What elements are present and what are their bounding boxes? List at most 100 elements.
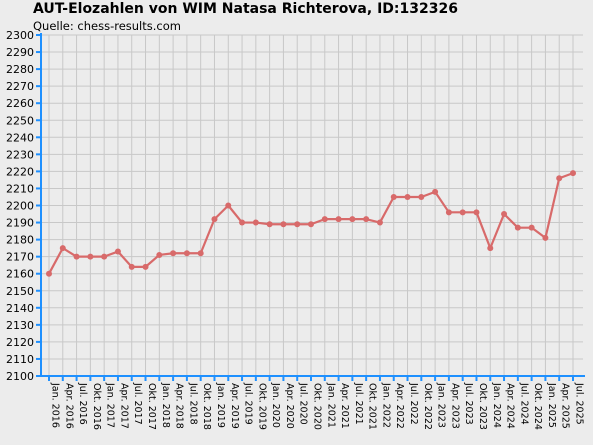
y-tick-label: 2290 [6,46,34,59]
y-tick-label: 2150 [6,285,34,298]
x-tick-label: Jul. 2021 [353,382,364,425]
data-point [473,209,480,216]
x-tick-label: Okt. 2018 [201,383,212,430]
x-tick-label: Jul. 2017 [132,382,143,425]
data-point [404,193,411,200]
x-tick-label: Jul. 2024 [518,382,529,425]
data-point [308,221,314,228]
y-tick-label: 2260 [6,97,34,110]
data-point [514,224,521,231]
y-tick-label: 2110 [6,353,34,366]
y-tick-label: 2270 [6,80,34,93]
data-point [418,193,425,200]
data-point [183,250,190,257]
y-tick-label: 2160 [6,268,34,281]
data-point [556,175,563,182]
x-tick-label: Apr. 2020 [284,383,295,429]
x-tick-label: Jul. 2025 [574,382,585,425]
data-point [363,216,370,223]
data-point [197,250,204,257]
data-point [542,234,549,241]
data-point [114,248,121,255]
data-point [170,250,177,257]
y-tick-label: 2250 [6,114,34,127]
data-point [73,253,80,260]
data-point [487,245,494,252]
x-tick-label: Jan. 2021 [325,382,336,428]
x-tick-label: Jan. 2022 [380,382,391,428]
data-point [321,216,328,223]
y-tick-label: 2240 [6,131,34,144]
data-point [128,263,135,270]
x-tick-label: Okt. 2020 [312,383,323,430]
y-tick-label: 2100 [6,370,34,383]
data-point [349,216,356,223]
x-tick-label: Apr. 2022 [394,383,405,429]
data-point [46,270,52,277]
x-tick-label: Apr. 2019 [229,383,240,429]
y-tick-label: 2210 [6,182,34,195]
x-tick-label: Apr. 2025 [560,383,571,429]
x-tick-label: Okt. 2017 [146,383,157,430]
chart-subtitle: Quelle: chess-results.com [33,19,181,33]
x-tick-label: Apr. 2024 [505,383,516,429]
x-tick-label: Okt. 2022 [422,383,433,430]
x-tick-label: Jul. 2020 [298,382,309,425]
y-tick-label: 2230 [6,148,34,161]
x-tick-label: Jan. 2025 [546,382,557,428]
data-point [266,221,273,228]
data-point [211,216,218,223]
x-tick-label: Jul. 2018 [187,382,198,425]
data-point [335,216,342,223]
x-tick-label: Apr. 2018 [174,383,185,429]
data-point [528,224,535,231]
y-tick-label: 2180 [6,234,34,247]
x-tick-label: Jan. 2024 [491,382,502,428]
x-tick-label: Apr. 2023 [449,383,460,429]
x-tick-label: Okt. 2019 [256,383,267,430]
y-tick-label: 2200 [6,200,34,213]
data-point [59,245,66,252]
x-tick-label: Jul. 2016 [77,382,88,425]
y-tick-label: 2300 [6,29,34,42]
y-tick-label: 2130 [6,319,34,332]
y-tick-label: 2120 [6,336,34,349]
x-tick-label: Apr. 2017 [118,383,129,429]
x-tick-label: Jul. 2019 [243,382,254,425]
data-point [225,202,232,209]
data-point [432,188,439,195]
y-tick-label: 2140 [6,302,34,315]
data-point [294,221,301,228]
x-tick-label: Jul. 2022 [408,382,419,425]
x-tick-label: Okt. 2023 [477,383,488,430]
data-point [156,251,163,258]
data-point [252,219,259,226]
x-tick-label: Okt. 2016 [91,383,102,430]
y-tick-label: 2170 [6,251,34,264]
x-tick-label: Apr. 2016 [63,383,74,429]
data-point [459,209,466,216]
data-point [87,253,94,260]
x-tick-label: Okt. 2024 [532,383,543,430]
data-point [570,170,576,177]
data-point [239,219,246,226]
x-tick-label: Jan. 2016 [50,382,61,428]
chart-title: AUT-Elozahlen von WIM Natasa Richterova,… [33,1,458,17]
data-point [376,219,383,226]
data-point [280,221,287,228]
y-tick-label: 2220 [6,165,34,178]
data-point [501,211,508,218]
x-tick-label: Jan. 2018 [160,382,171,428]
y-tick-label: 2280 [6,63,34,76]
x-tick-label: Okt. 2021 [367,383,378,430]
x-tick-label: Jan. 2017 [105,382,116,428]
x-tick-label: Jan. 2023 [436,382,447,428]
x-tick-label: Apr. 2021 [339,383,350,429]
data-point [445,209,452,216]
x-tick-label: Jul. 2023 [463,382,474,425]
data-point [101,253,108,260]
y-tick-label: 2190 [6,217,34,230]
data-point [142,263,149,270]
data-point [390,193,397,200]
